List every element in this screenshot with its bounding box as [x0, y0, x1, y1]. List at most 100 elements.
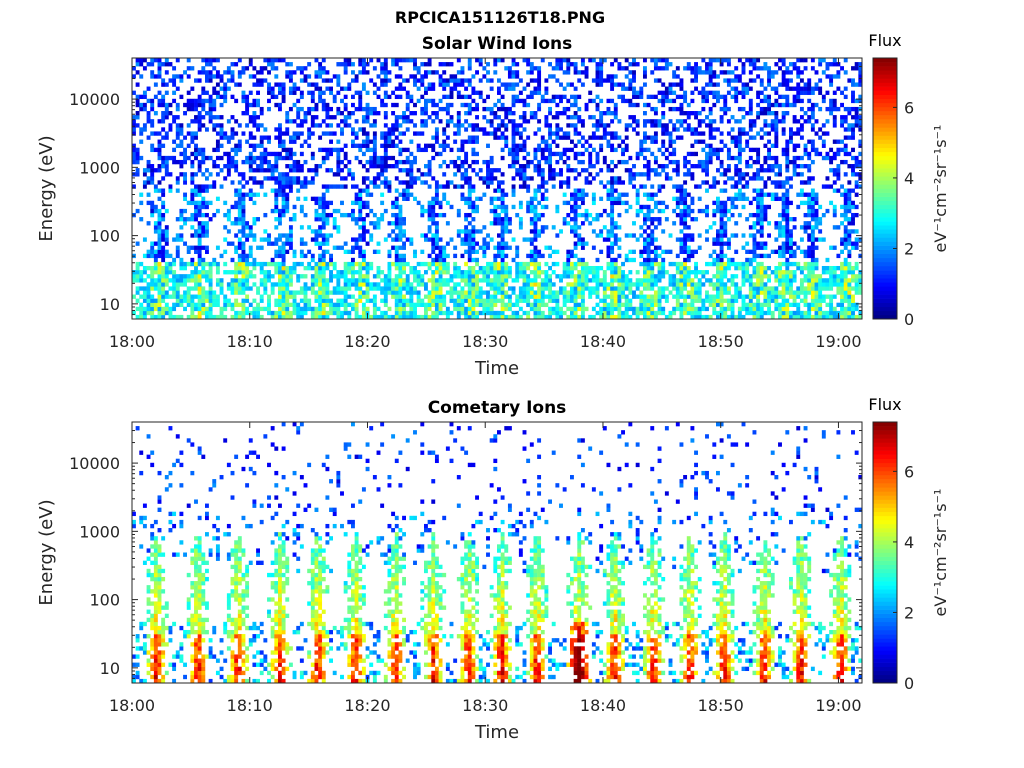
spectrogram-cell	[409, 314, 414, 320]
spectrogram-cell	[493, 217, 498, 222]
spectrogram-cell	[197, 78, 202, 83]
spectrogram-cell	[420, 131, 425, 136]
spectrogram-cell	[606, 233, 611, 238]
spectrogram-cell	[310, 151, 315, 157]
spectrogram-cell	[632, 78, 636, 83]
spectrogram-cell	[361, 139, 366, 144]
spectrogram-cell	[683, 221, 688, 226]
spectrogram-cell	[679, 310, 684, 316]
spectrogram-cell	[212, 257, 217, 263]
spectrogram-cell	[471, 90, 476, 95]
spectrogram-cell	[518, 265, 523, 271]
spectrogram-cell	[467, 237, 472, 242]
spectrogram-cell	[562, 290, 567, 295]
spectrogram-cell	[314, 282, 319, 287]
spectrogram-cell	[299, 253, 304, 259]
spectrogram-cell	[157, 151, 162, 157]
spectrogram-cell	[573, 290, 578, 295]
spectrogram-cell	[161, 98, 166, 104]
spectrogram-cell	[157, 310, 162, 316]
spectrogram-cell	[653, 261, 658, 267]
spectrogram-cell	[150, 180, 155, 185]
spectrogram-cell	[471, 270, 476, 275]
spectrogram-cell	[635, 131, 640, 136]
spectrogram-cell	[318, 314, 323, 320]
spectrogram-cell	[464, 102, 469, 108]
spectrogram-cell	[274, 168, 279, 173]
spectrogram-cell	[394, 233, 399, 238]
spectrogram-cell	[267, 274, 271, 279]
spectrogram-cell	[617, 302, 622, 308]
spectrogram-cell	[347, 294, 352, 299]
spectrogram-cell	[365, 135, 370, 140]
spectrogram-cell	[573, 200, 578, 206]
spectrogram-cell	[610, 98, 615, 104]
spectrogram-cell	[146, 98, 151, 104]
spectrogram-cell	[628, 102, 633, 108]
spectrogram-cell	[672, 90, 677, 95]
spectrogram-cell	[281, 249, 286, 254]
spectrogram-cell	[570, 115, 574, 120]
spectrogram-cell	[591, 306, 596, 312]
spectrogram-cell	[361, 253, 366, 259]
spectrogram-cell	[219, 168, 224, 173]
spectrogram-cell	[150, 253, 155, 259]
spectrogram-cell	[402, 217, 406, 222]
spectrogram-cell	[175, 237, 180, 242]
spectrogram-cell	[595, 119, 600, 124]
spectrogram-cell	[179, 74, 184, 79]
spectrogram-cell	[427, 143, 432, 148]
spectrogram-cell	[599, 119, 604, 124]
spectrogram-cell	[679, 249, 684, 254]
spectrogram-cell	[602, 127, 607, 132]
spectrogram-cell	[712, 310, 717, 316]
spectrogram-cell	[697, 70, 702, 75]
spectrogram-cell	[226, 302, 231, 308]
spectrogram-cell	[241, 204, 246, 210]
spectrogram-cell	[314, 310, 319, 316]
spectrogram-cell	[548, 135, 552, 140]
spectrogram-cell	[712, 102, 717, 108]
spectrogram-cell	[646, 306, 651, 312]
spectrogram-cell	[540, 98, 545, 104]
spectrogram-cell	[719, 115, 724, 120]
spectrogram-cell	[424, 98, 428, 104]
spectrogram-cell	[471, 139, 476, 144]
spectrogram-cell	[657, 217, 662, 222]
spectrogram-cell	[584, 176, 589, 181]
spectrogram-cell	[599, 143, 604, 148]
spectrogram-cell	[599, 123, 604, 128]
spectrogram-cell	[482, 98, 487, 104]
spectrogram-cell	[712, 302, 717, 308]
spectrogram-cell	[215, 265, 220, 271]
spectrogram-cell	[482, 278, 487, 283]
spectrogram-cell	[394, 306, 399, 312]
spectrogram-cell	[577, 225, 582, 230]
spectrogram-cell	[646, 265, 651, 271]
spectrogram-cell	[577, 196, 582, 201]
spectrogram-cell	[241, 172, 246, 177]
spectrogram-cell	[500, 119, 505, 124]
spectrogram-cell	[321, 98, 326, 104]
spectrogram-cell	[394, 212, 399, 218]
spectrogram-cell	[500, 290, 505, 295]
spectrogram-cell	[555, 314, 560, 320]
spectrogram-cell	[299, 314, 304, 320]
spectrogram-cell	[168, 286, 173, 291]
spectrogram-cell	[369, 221, 374, 226]
spectrogram-cell	[179, 225, 184, 230]
spectrogram-cell	[679, 111, 684, 116]
spectrogram-cell	[135, 314, 140, 320]
spectrogram-cell	[135, 274, 140, 279]
spectrogram-cell	[551, 176, 556, 181]
spectrogram-cell	[340, 168, 344, 173]
spectrogram-cell	[135, 298, 140, 303]
spectrogram-cell	[303, 184, 308, 189]
spectrogram-cell	[153, 221, 158, 226]
spectrogram-cell	[482, 131, 487, 136]
spectrogram-cell	[329, 278, 333, 283]
spectrogram-cell	[263, 237, 268, 242]
spectrogram-cell	[486, 172, 490, 177]
spectrogram-cell	[511, 135, 516, 140]
spectrogram-cell	[602, 58, 607, 63]
